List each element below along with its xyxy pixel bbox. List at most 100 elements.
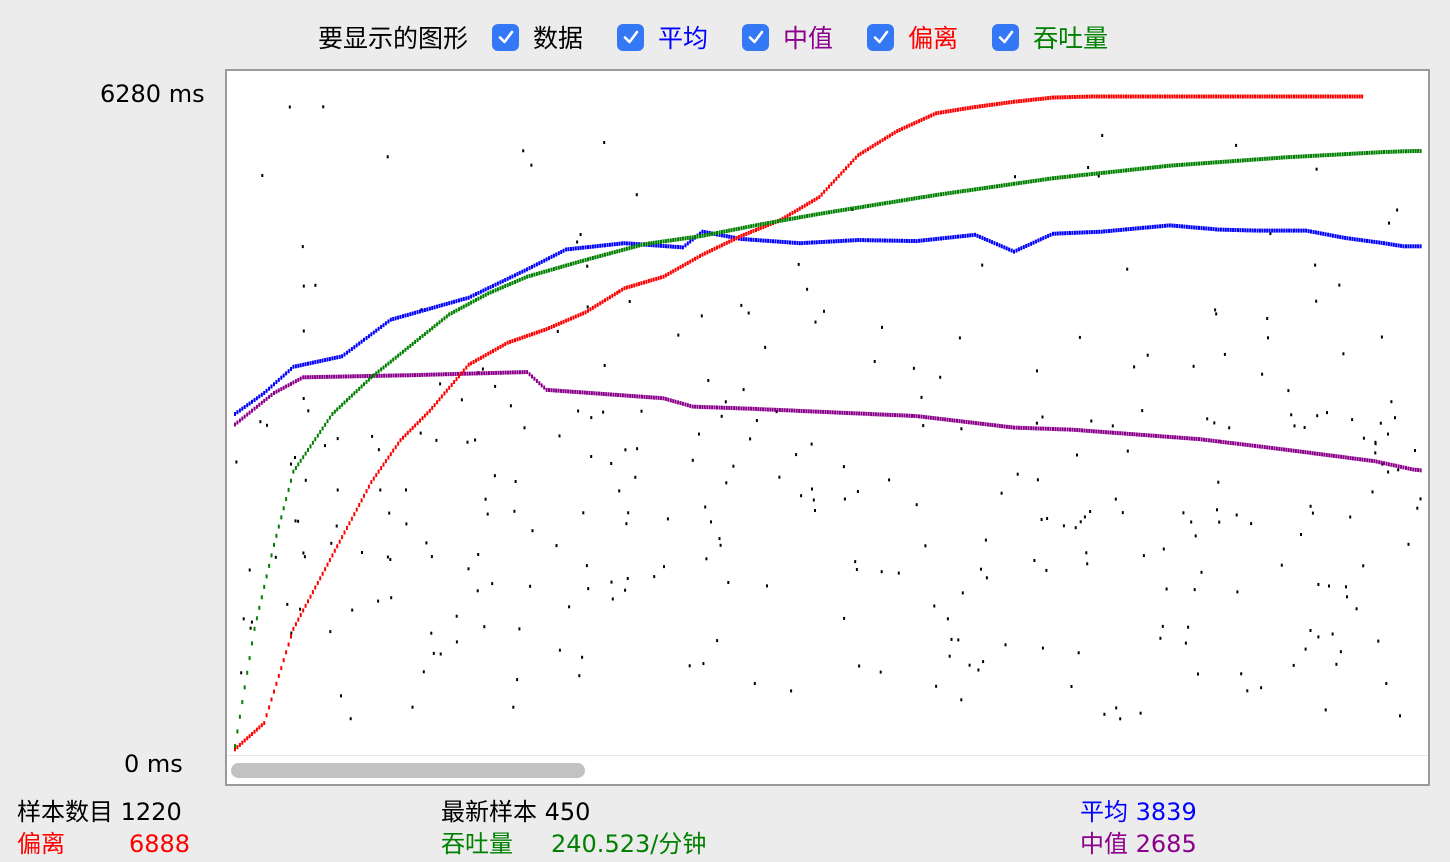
series-point <box>480 371 483 376</box>
series-point <box>786 213 789 218</box>
horizontal-scrollbar[interactable] <box>227 755 1428 784</box>
series-point <box>1134 167 1137 172</box>
series-point <box>790 408 793 413</box>
sample-point <box>957 638 960 642</box>
series-point <box>847 163 850 168</box>
series-point <box>1414 149 1417 153</box>
series-point <box>966 188 969 193</box>
series-point <box>1127 94 1130 99</box>
series-point <box>842 168 845 173</box>
series-point <box>708 232 711 237</box>
series-point <box>1337 454 1340 459</box>
legend-item-throughput[interactable]: 吞吐量 <box>992 19 1108 55</box>
series-point <box>983 103 986 108</box>
series-point <box>957 234 959 239</box>
deviation-checkbox[interactable] <box>867 23 895 51</box>
series-point <box>667 244 670 249</box>
series-point <box>545 269 548 274</box>
series-point <box>445 314 448 319</box>
series-point <box>1341 235 1344 240</box>
median-checkbox[interactable] <box>742 23 770 51</box>
series-point <box>1037 178 1040 183</box>
series-point <box>823 239 826 244</box>
average-stat: 平均 3839 <box>1080 792 1197 827</box>
scrollbar-thumb[interactable] <box>231 763 585 778</box>
legend-item-data[interactable]: 数据 <box>492 19 583 55</box>
series-point <box>421 416 424 421</box>
series-point <box>835 176 838 181</box>
sample-point <box>610 580 613 584</box>
series-point <box>1049 232 1052 237</box>
sample-point <box>812 498 815 502</box>
series-point <box>584 245 587 250</box>
series-point <box>1380 150 1383 155</box>
series-point <box>1346 152 1349 156</box>
average-checkbox[interactable] <box>617 23 645 51</box>
legend-item-deviation[interactable]: 偏离 <box>867 19 958 55</box>
legend-item-average[interactable]: 平均 <box>617 19 708 55</box>
series-point <box>1339 152 1342 157</box>
series-point <box>399 351 402 356</box>
series-point <box>1032 240 1035 245</box>
series-point <box>837 208 840 213</box>
series-point <box>1249 228 1252 233</box>
series-point <box>1069 231 1071 235</box>
series-point <box>932 112 935 117</box>
series-point <box>879 238 882 243</box>
sample-point <box>924 544 927 548</box>
sample-point <box>720 414 723 418</box>
sample-point <box>766 584 768 588</box>
series-point <box>1356 237 1359 242</box>
series-point <box>1383 150 1385 154</box>
series-point <box>1227 159 1230 164</box>
data-checkbox[interactable] <box>492 23 520 51</box>
series-point <box>453 299 456 304</box>
series-point <box>1349 456 1352 461</box>
series-point <box>1020 180 1023 185</box>
series-point <box>1193 225 1196 230</box>
series-point <box>1034 239 1037 244</box>
series-point <box>718 232 721 237</box>
sample-point <box>1309 504 1312 508</box>
series-point <box>350 393 353 398</box>
series-point <box>1109 430 1112 435</box>
series-point <box>662 274 665 279</box>
sample-point <box>529 584 532 588</box>
series-point <box>258 605 261 610</box>
legend-item-median[interactable]: 中值 <box>742 19 833 55</box>
series-point <box>1222 227 1225 232</box>
series-point <box>436 304 439 309</box>
series-point <box>1378 240 1381 245</box>
series-point <box>421 308 424 313</box>
series-point <box>819 409 822 414</box>
sample-point <box>710 520 712 524</box>
series-point <box>1013 181 1015 186</box>
series-point <box>1302 154 1305 159</box>
sample-point <box>790 689 793 693</box>
series-point <box>1328 453 1331 458</box>
series-point <box>1275 228 1278 233</box>
sample-point <box>1374 440 1377 444</box>
series-point <box>1061 427 1064 432</box>
series-point <box>618 248 621 253</box>
sample-dots <box>235 105 1422 721</box>
series-point <box>409 373 412 378</box>
series-point <box>1387 462 1390 467</box>
series-point <box>328 558 331 562</box>
series-point <box>908 239 911 243</box>
throughput-checkbox[interactable] <box>992 23 1020 51</box>
series-point <box>791 240 794 245</box>
series-point <box>988 103 991 107</box>
series-point <box>852 206 855 211</box>
series-point <box>747 406 750 411</box>
series-point <box>1207 438 1210 443</box>
series-point <box>555 322 558 327</box>
series-point <box>470 361 473 366</box>
series-point <box>458 307 460 312</box>
series-point <box>650 278 653 283</box>
series-point <box>423 332 426 337</box>
series-point <box>1015 425 1018 430</box>
series-point <box>1115 169 1118 174</box>
series-point <box>969 105 972 110</box>
series-point <box>1125 227 1127 232</box>
